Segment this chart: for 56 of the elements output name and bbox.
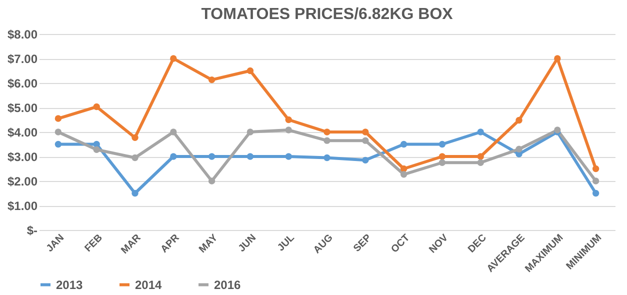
y-tick-label: $7.00 — [7, 52, 38, 66]
point — [324, 154, 330, 162]
point — [477, 159, 484, 166]
point — [324, 137, 330, 144]
point — [170, 55, 177, 62]
y-tick-label: $6.00 — [7, 76, 38, 90]
point — [54, 128, 62, 136]
y-tick-label: $3.00 — [7, 150, 38, 164]
point — [516, 116, 522, 124]
point — [362, 156, 369, 164]
point — [208, 153, 216, 160]
point — [592, 178, 600, 184]
point — [246, 67, 254, 74]
point — [324, 128, 330, 136]
legend-label: 2014 — [135, 278, 162, 292]
point — [285, 116, 292, 124]
point — [362, 128, 369, 136]
point — [54, 115, 62, 122]
point — [592, 190, 600, 197]
y-tick-label: $4.00 — [7, 126, 38, 140]
point — [400, 165, 408, 172]
point — [438, 153, 446, 160]
point — [477, 153, 484, 160]
point — [400, 140, 408, 148]
y-tick-label: $8.00 — [7, 28, 38, 42]
point — [438, 140, 446, 148]
legend-label: 2016 — [214, 278, 242, 292]
point — [285, 126, 292, 134]
point — [438, 159, 446, 166]
point — [246, 153, 254, 160]
point — [362, 137, 369, 144]
y-tick-label: $5.00 — [7, 101, 38, 115]
y-tick-label: $- — [26, 224, 38, 238]
point — [477, 128, 484, 136]
point — [170, 128, 177, 136]
point — [93, 140, 100, 148]
point — [132, 190, 138, 197]
x-tick-label: JUL — [276, 232, 297, 254]
point — [132, 154, 138, 162]
legend-label: 2013 — [56, 278, 84, 292]
y-tick-label: $1.00 — [7, 199, 38, 213]
point — [285, 153, 292, 160]
point — [516, 146, 522, 152]
point — [400, 171, 408, 178]
point — [170, 153, 177, 160]
point — [208, 76, 216, 84]
point — [93, 103, 100, 110]
point — [208, 178, 216, 184]
point — [93, 146, 100, 153]
point — [54, 140, 62, 148]
point — [592, 165, 600, 172]
point — [554, 55, 561, 62]
y-tick-label: $2.00 — [7, 174, 38, 188]
chart-title: TOMATOES PRICES/6.82KG BOX — [201, 6, 454, 23]
point — [246, 128, 254, 136]
point — [132, 134, 138, 141]
